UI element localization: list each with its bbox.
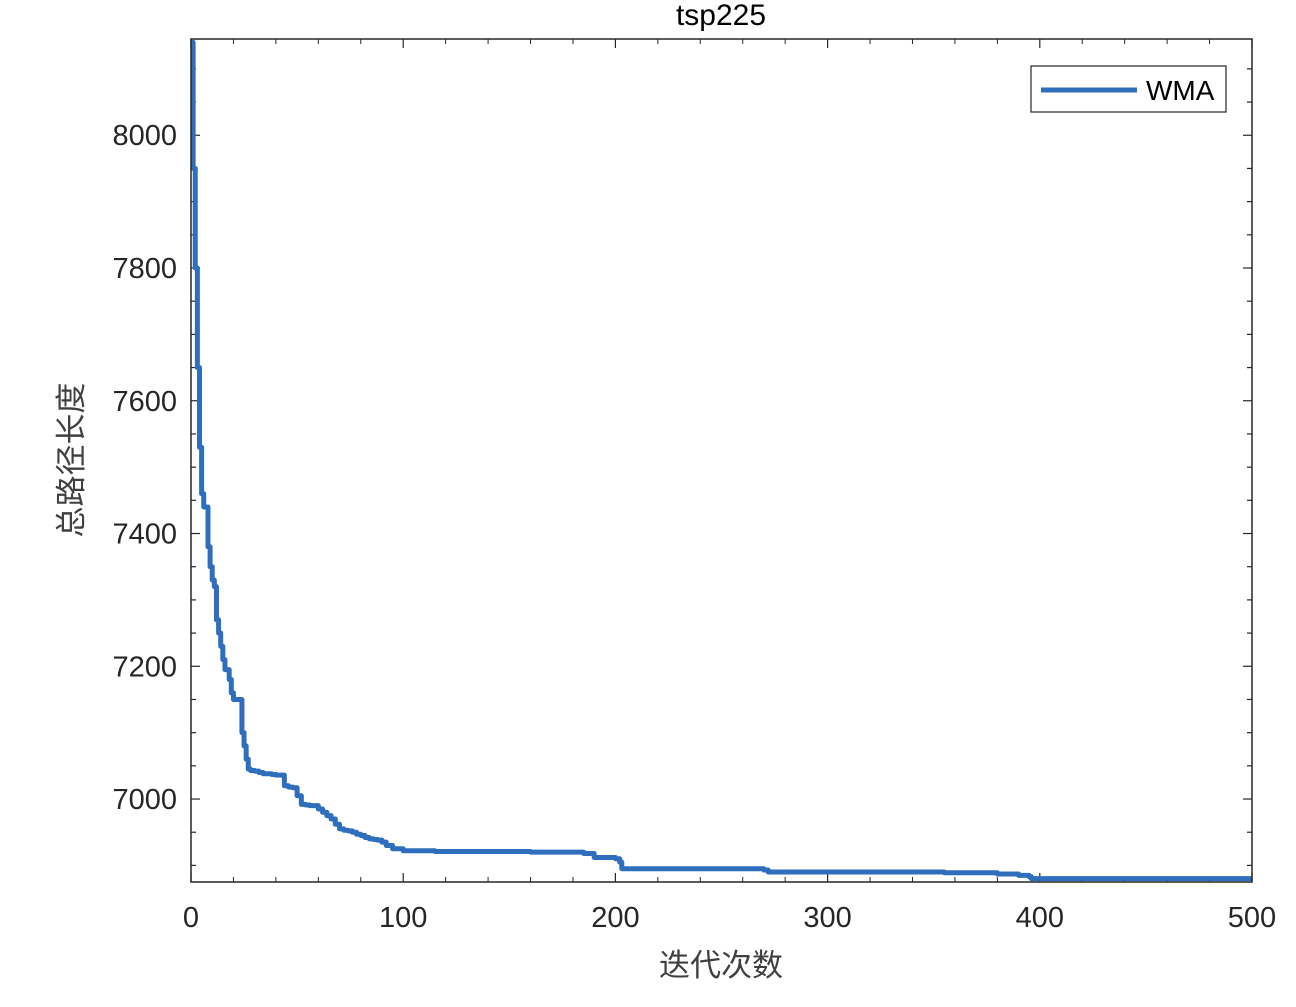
x-tick-label: 100 (379, 902, 427, 934)
x-tick-label: 500 (1228, 902, 1276, 934)
legend: WMA (1030, 65, 1227, 113)
y-tick-label: 7200 (112, 651, 177, 683)
x-tick-label: 0 (183, 902, 199, 934)
axes-box (190, 38, 1253, 883)
x-axis-title: 迭代次数 (659, 948, 783, 983)
ticks-layer: 0 100 200 300 400 500 7000 7200 7400 7600 7800 8000 (112, 39, 1276, 934)
y-tick-label: 7400 (112, 519, 177, 551)
x-tick-label: 400 (1016, 902, 1064, 934)
y-tick-label: 7000 (112, 784, 177, 816)
x-tick-label: 300 (803, 902, 851, 934)
labels-layer: tsp225 迭代次数 总路径长度 (54, 0, 783, 983)
y-tick-label: 7800 (112, 253, 177, 285)
x-tick-label: 200 (591, 902, 639, 934)
plot-area (191, 39, 1252, 882)
chart-title: tsp225 (676, 0, 766, 32)
legend-label-wma: WMA (1146, 75, 1215, 106)
series-layer (190, 39, 1252, 882)
y-axis-title: 总路径长度 (54, 383, 89, 538)
y-tick-label: 7600 (112, 386, 177, 418)
series-line-wma (190, 39, 1252, 882)
y-tick-label: 8000 (112, 120, 177, 152)
